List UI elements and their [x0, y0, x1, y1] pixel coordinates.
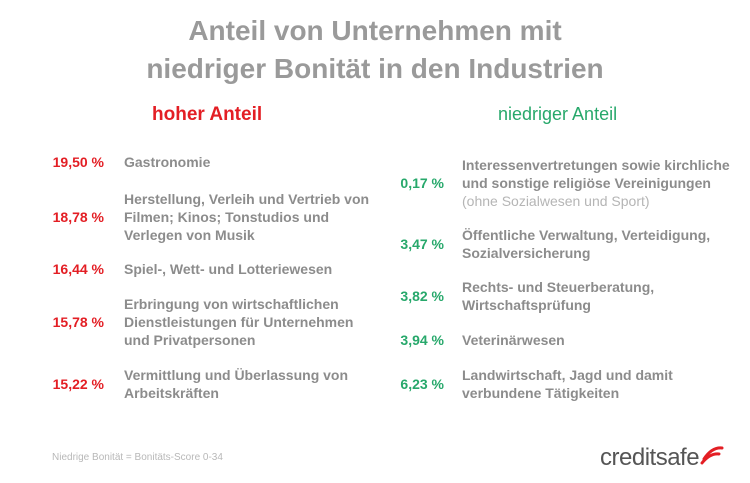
- low-row-1-label-sub: (ohne Sozialwesen und Sport): [462, 193, 650, 209]
- high-row-2: 18,78 % Herstellung, Verleih und Vertrie…: [52, 190, 374, 244]
- logo-swoosh-icon: [700, 446, 724, 465]
- creditsafe-logo: creditsafe: [600, 444, 724, 472]
- title-line-2: niedriger Bonität in den Industrien: [146, 53, 604, 84]
- high-row-5: 15,22 % Vermittlung und Überlassung von …: [52, 366, 374, 402]
- low-row-2-label: Öffentliche Verwaltung, Verteidigung, So…: [462, 227, 711, 261]
- high-row-4-pct: 15,78 %: [52, 314, 104, 330]
- footnote: Niedrige Bonität = Bonitäts-Score 0-34: [52, 452, 223, 463]
- low-row-1-label-main: Interessenvertretungen sowie kirchliche …: [462, 157, 730, 191]
- low-row-3: 3,82 % Rechts- und Steuerberatung, Wirts…: [400, 278, 732, 314]
- high-row-4: 15,78 % Erbringung von wirtschaftlichen …: [52, 295, 374, 349]
- high-row-5-label: Vermittlung und Überlassung von Arbeitsk…: [124, 367, 349, 401]
- high-row-3-pct: 16,44 %: [52, 261, 104, 277]
- low-row-1-label: Interessenvertretungen sowie kirchliche …: [462, 156, 732, 210]
- low-row-1-pct: 0,17 %: [400, 175, 444, 191]
- high-row-1: 19,50 % Gastronomie: [52, 153, 374, 171]
- low-row-5-label: Landwirtschaft, Jagd und damit verbunden…: [462, 367, 673, 401]
- title-line-1: Anteil von Unternehmen mit: [188, 15, 562, 46]
- page-title: Anteil von Unternehmen mit niedriger Bon…: [0, 12, 750, 88]
- low-row-2-pct: 3,47 %: [400, 236, 444, 252]
- high-row-1-pct: 19,50 %: [52, 154, 104, 170]
- low-row-5-pct: 6,23 %: [400, 376, 444, 392]
- logo-text: creditsafe: [600, 444, 700, 471]
- high-share-heading: hoher Anteil: [152, 104, 263, 125]
- low-share-heading: niedriger Anteil: [498, 104, 618, 124]
- low-row-2: 3,47 % Öffentliche Verwaltung, Verteidig…: [400, 226, 732, 262]
- high-row-1-label: Gastronomie: [124, 154, 211, 170]
- low-row-5: 6,23 % Landwirtschaft, Jagd und damit ve…: [400, 366, 732, 402]
- low-row-4-pct: 3,94 %: [400, 332, 444, 348]
- high-row-5-pct: 15,22 %: [52, 376, 104, 392]
- low-row-3-pct: 3,82 %: [400, 288, 444, 304]
- low-row-4-label: Veterinärwesen: [462, 332, 565, 348]
- high-row-3-label: Spiel-, Wett- und Lotteriewesen: [124, 261, 333, 277]
- high-row-2-pct: 18,78 %: [52, 209, 104, 225]
- high-row-4-label: Erbringung von wirtschaftlichen Dienstle…: [124, 296, 354, 348]
- low-row-3-label: Rechts- und Steuerberatung, Wirtschaftsp…: [462, 279, 655, 313]
- high-row-3: 16,44 % Spiel-, Wett- und Lotteriewesen: [52, 260, 374, 278]
- low-row-1: 0,17 % Interessenvertretungen sowie kirc…: [400, 156, 732, 210]
- high-row-2-label: Herstellung, Verleih und Vertrieb von Fi…: [124, 191, 370, 243]
- low-row-4: 3,94 % Veterinärwesen: [400, 331, 732, 349]
